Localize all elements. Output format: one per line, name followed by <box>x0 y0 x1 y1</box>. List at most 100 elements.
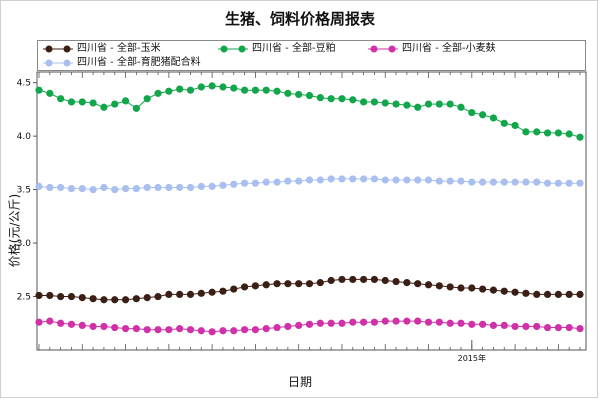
data-point-bran <box>208 328 216 336</box>
x-tick-label: 2015年 <box>458 353 486 363</box>
data-point-feed <box>424 176 433 184</box>
legend-label-feed: 四川省 - 全部-育肥猪配合料 <box>77 57 201 68</box>
data-point-feed <box>132 184 140 193</box>
legend-swatch-bran <box>368 45 398 53</box>
data-point-feed <box>576 179 584 187</box>
data-point-soymeal <box>305 91 314 100</box>
data-point-soymeal <box>273 87 281 95</box>
data-point-soymeal <box>489 114 498 122</box>
data-point-bran <box>435 318 443 326</box>
data-point-feed <box>111 186 119 194</box>
data-point-soymeal <box>381 99 389 107</box>
data-point-soymeal <box>240 86 249 94</box>
data-point-soymeal <box>208 82 216 90</box>
legend-swatch-corn <box>43 45 73 53</box>
data-point-feed <box>414 176 422 184</box>
data-point-corn <box>500 287 508 295</box>
data-point-feed <box>533 178 541 186</box>
data-point-soymeal <box>511 121 519 130</box>
data-point-feed <box>489 178 498 186</box>
data-point-feed <box>435 177 443 185</box>
data-point-soymeal <box>424 100 433 108</box>
data-point-soymeal <box>370 98 379 106</box>
data-point-soymeal <box>338 95 346 103</box>
data-point-soymeal <box>295 90 303 99</box>
data-point-feed <box>219 181 227 189</box>
data-point-corn <box>197 289 205 297</box>
data-point-corn <box>305 280 314 288</box>
data-point-corn <box>468 284 476 292</box>
data-point-corn <box>576 290 584 298</box>
data-point-soymeal <box>565 130 573 138</box>
data-point-bran <box>186 326 195 334</box>
data-point-bran <box>338 319 346 327</box>
data-point-soymeal <box>533 128 541 136</box>
data-point-corn <box>262 281 270 289</box>
data-point-bran <box>392 317 400 325</box>
legend-swatch-soymeal <box>218 45 248 53</box>
data-point-feed <box>338 175 346 183</box>
data-point-feed <box>543 179 552 187</box>
data-point-soymeal <box>176 85 184 93</box>
data-point-bran <box>565 323 573 332</box>
legend-label-corn: 四川省 - 全部-玉米 <box>77 43 161 54</box>
data-point-bran <box>370 318 379 326</box>
data-point-bran <box>57 319 65 327</box>
data-point-soymeal <box>435 100 443 108</box>
data-point-corn <box>414 280 422 288</box>
data-point-corn <box>479 285 487 293</box>
data-point-feed <box>89 186 97 194</box>
data-point-corn <box>284 280 292 288</box>
data-point-feed <box>208 182 216 191</box>
data-point-feed <box>121 184 130 193</box>
data-point-corn <box>424 281 433 289</box>
data-point-feed <box>511 178 519 186</box>
data-point-feed <box>230 180 238 188</box>
data-point-feed <box>273 178 281 186</box>
data-point-feed <box>67 184 76 193</box>
data-point-bran <box>230 327 238 335</box>
data-point-bran <box>543 323 552 332</box>
data-point-bran <box>360 318 368 326</box>
data-point-soymeal <box>392 100 400 108</box>
data-point-corn <box>338 275 346 284</box>
data-point-bran <box>349 318 357 326</box>
data-point-feed <box>78 184 86 193</box>
legend: 四川省 - 全部-玉米 四川省 - 全部-豆粕 四川省 - 全部-小麦麸 四川省… <box>37 40 586 71</box>
data-point-corn <box>543 290 552 298</box>
data-point-soymeal <box>143 95 151 103</box>
data-point-feed <box>35 182 43 191</box>
data-point-bran <box>219 327 227 335</box>
data-point-soymeal <box>446 100 454 108</box>
data-point-corn <box>511 288 519 296</box>
y-tick-label: 4.5 <box>17 79 31 89</box>
data-point-bran <box>468 320 476 328</box>
data-point-corn <box>554 290 562 298</box>
data-point-bran <box>522 322 530 331</box>
data-point-bran <box>197 327 205 335</box>
legend-label-soymeal: 四川省 - 全部-豆粕 <box>252 43 336 54</box>
data-point-bran <box>284 322 292 331</box>
data-point-soymeal <box>327 95 335 103</box>
data-point-bran <box>414 317 422 325</box>
y-tick-label: 3.5 <box>17 186 31 196</box>
data-point-corn <box>295 280 303 288</box>
data-point-feed <box>305 176 314 184</box>
data-point-feed <box>446 177 454 185</box>
data-point-bran <box>457 319 465 327</box>
data-point-bran <box>424 318 433 326</box>
data-point-soymeal <box>403 101 411 109</box>
data-point-soymeal <box>262 86 270 94</box>
data-point-bran <box>554 323 562 332</box>
data-point-soymeal <box>468 109 476 117</box>
chart-title: 生猪、饲料价格周报表 <box>224 10 375 28</box>
data-point-feed <box>262 178 270 186</box>
y-tick-label: 4.0 <box>17 132 32 142</box>
data-point-bran <box>262 325 270 333</box>
data-point-corn <box>316 279 324 287</box>
data-point-corn <box>35 291 43 300</box>
data-point-soymeal <box>154 89 162 97</box>
data-point-feed <box>316 176 324 184</box>
data-point-corn <box>89 295 97 303</box>
data-point-feed <box>479 178 487 186</box>
